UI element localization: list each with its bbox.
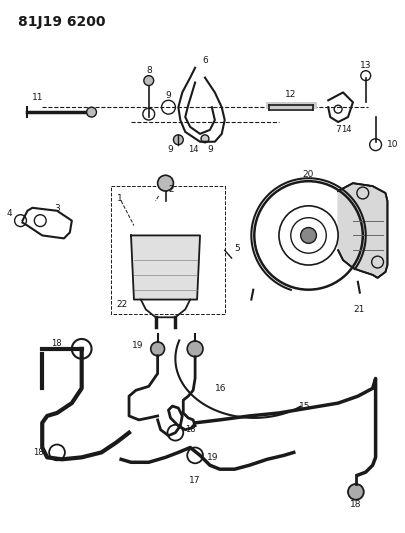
Text: 6: 6: [202, 56, 207, 66]
Text: 9: 9: [207, 145, 212, 154]
Text: 7: 7: [335, 125, 340, 134]
Text: 18: 18: [51, 340, 62, 349]
Text: 8: 8: [145, 66, 151, 75]
Text: 16: 16: [214, 384, 226, 393]
Text: 17: 17: [189, 475, 200, 484]
Circle shape: [200, 135, 209, 143]
Text: 22: 22: [116, 300, 127, 309]
Circle shape: [150, 342, 164, 356]
Text: 81J19 6200: 81J19 6200: [17, 15, 105, 29]
Text: 1: 1: [117, 195, 123, 204]
Text: 14: 14: [188, 145, 198, 154]
Circle shape: [143, 76, 153, 85]
Text: 18: 18: [34, 448, 44, 457]
Circle shape: [157, 175, 173, 191]
Text: 3: 3: [54, 204, 60, 213]
Text: 9: 9: [165, 91, 171, 100]
Text: 19: 19: [207, 453, 218, 462]
Text: 18: 18: [349, 500, 361, 509]
Text: 20: 20: [302, 170, 313, 179]
Text: 14: 14: [340, 125, 350, 134]
Text: 12: 12: [284, 90, 296, 99]
Text: 4: 4: [7, 209, 13, 218]
Circle shape: [300, 228, 315, 244]
Text: 21: 21: [352, 305, 363, 314]
Text: 2: 2: [168, 184, 174, 193]
Text: 19: 19: [132, 342, 143, 350]
Polygon shape: [337, 183, 386, 278]
Circle shape: [347, 484, 363, 500]
Circle shape: [86, 107, 96, 117]
Text: 9: 9: [167, 145, 173, 154]
Text: 5: 5: [234, 244, 240, 253]
Text: 11: 11: [32, 93, 44, 102]
Text: 18: 18: [185, 425, 195, 434]
Text: 15: 15: [298, 401, 309, 410]
Circle shape: [187, 341, 202, 357]
Circle shape: [173, 135, 183, 144]
Bar: [111, 186, 224, 314]
Polygon shape: [131, 236, 200, 300]
Text: 13: 13: [359, 61, 371, 70]
Text: 10: 10: [386, 140, 398, 149]
